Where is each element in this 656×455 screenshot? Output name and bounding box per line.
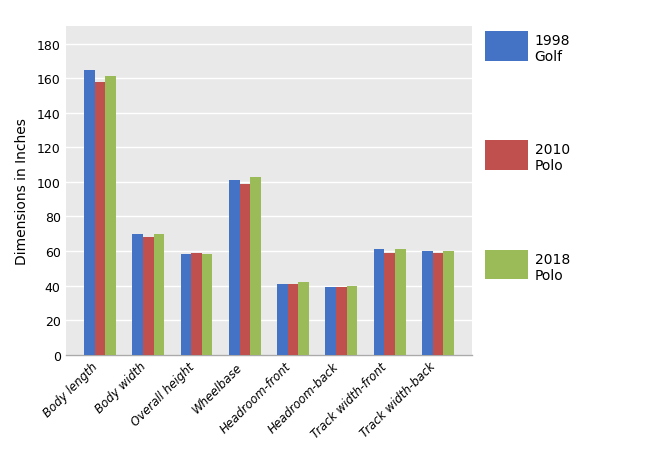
Bar bbox=[277, 284, 288, 355]
Text: Golf: Golf bbox=[535, 50, 563, 64]
Bar bbox=[202, 255, 213, 355]
Bar bbox=[133, 234, 143, 355]
Bar bbox=[432, 253, 443, 355]
Bar bbox=[154, 234, 164, 355]
Text: 1998: 1998 bbox=[535, 34, 570, 48]
Bar bbox=[288, 284, 298, 355]
Bar bbox=[192, 253, 202, 355]
Bar bbox=[143, 238, 154, 355]
Text: 2018: 2018 bbox=[535, 253, 570, 266]
Bar bbox=[374, 250, 384, 355]
Bar bbox=[384, 253, 395, 355]
Text: Polo: Polo bbox=[535, 159, 564, 173]
Bar bbox=[239, 184, 250, 355]
Bar bbox=[106, 77, 116, 355]
Bar bbox=[422, 252, 432, 355]
Bar bbox=[395, 250, 405, 355]
Y-axis label: Dimensions in Inches: Dimensions in Inches bbox=[14, 118, 28, 264]
Bar bbox=[346, 286, 358, 355]
Bar bbox=[298, 283, 309, 355]
Bar bbox=[94, 82, 106, 355]
Text: Polo: Polo bbox=[535, 268, 564, 282]
Bar bbox=[443, 252, 454, 355]
Bar bbox=[325, 288, 336, 355]
Bar bbox=[336, 288, 346, 355]
Text: 2010: 2010 bbox=[535, 143, 570, 157]
Bar bbox=[84, 71, 94, 355]
Bar bbox=[229, 181, 239, 355]
Bar bbox=[250, 177, 260, 355]
Bar bbox=[180, 255, 192, 355]
